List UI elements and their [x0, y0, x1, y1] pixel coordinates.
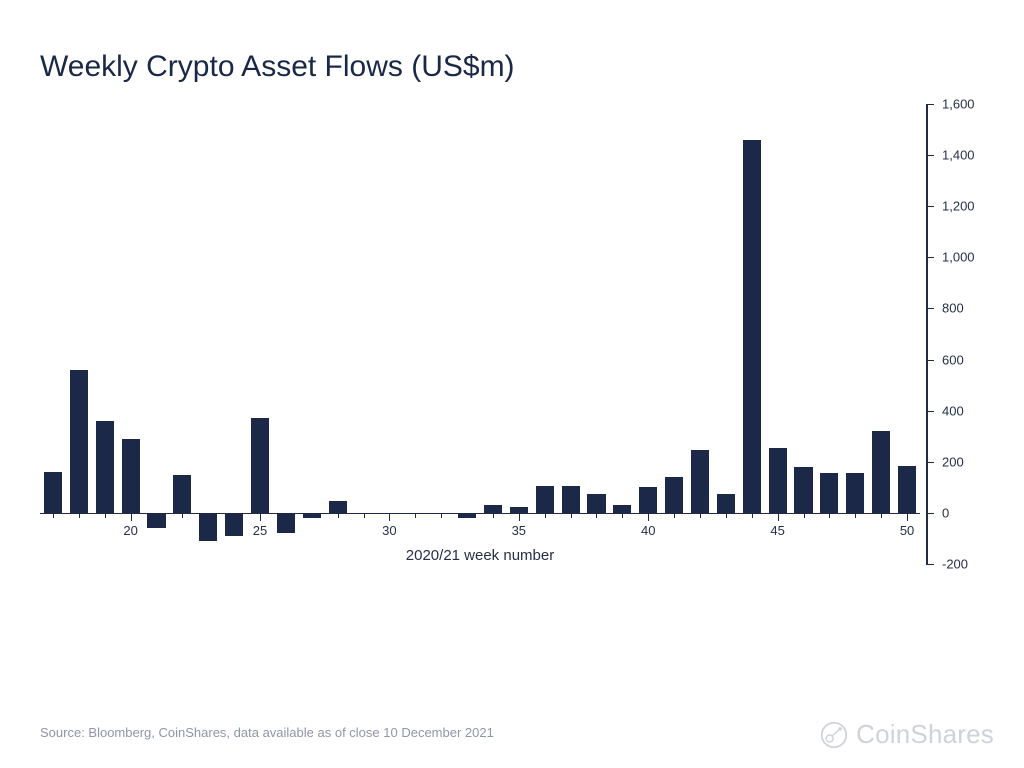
x-tick-label: 35: [512, 523, 526, 538]
bar: [251, 418, 269, 513]
x-tick-label: 20: [123, 523, 137, 538]
bar: [484, 505, 502, 513]
bar: [44, 472, 62, 513]
chart-title: Weekly Crypto Asset Flows (US$m): [40, 50, 984, 84]
x-tick-label: 25: [253, 523, 267, 538]
y-tick-label: 1,600: [942, 97, 975, 112]
bar: [639, 487, 657, 513]
y-tick-label: 1,200: [942, 199, 975, 214]
coinshares-logo-text: CoinShares: [856, 719, 994, 750]
bar: [536, 486, 554, 513]
bar: [562, 486, 580, 513]
bar: [794, 467, 812, 513]
x-axis: 20 25 30 35 40 45 50: [40, 513, 920, 543]
coinshares-icon: [820, 721, 848, 749]
y-tick-label: 400: [942, 403, 964, 418]
bar: [743, 140, 761, 513]
source-text: Source: Bloomberg, CoinShares, data avai…: [40, 725, 494, 740]
bar: [665, 477, 683, 513]
bar: [820, 473, 838, 513]
bar: [96, 421, 114, 513]
bar: [587, 494, 605, 513]
y-tick-label: 1,000: [942, 250, 975, 265]
x-tick-label: 45: [770, 523, 784, 538]
bar: [872, 431, 890, 513]
y-axis: -20002004006008001,0001,2001,4001,600: [926, 104, 984, 564]
y-tick-label: -200: [942, 557, 968, 572]
chart-area: -20002004006008001,0001,2001,4001,600 20…: [40, 104, 984, 624]
x-tick-label: 50: [900, 523, 914, 538]
x-tick-label: 30: [382, 523, 396, 538]
y-tick-label: 800: [942, 301, 964, 316]
y-tick-label: 600: [942, 352, 964, 367]
x-tick-label: 40: [641, 523, 655, 538]
y-tick-label: 1,400: [942, 148, 975, 163]
bar: [613, 505, 631, 513]
bar: [70, 370, 88, 513]
bar: [846, 473, 864, 513]
bar: [898, 466, 916, 513]
bar: [122, 439, 140, 513]
bar: [173, 475, 191, 513]
x-axis-title: 2020/21 week number: [40, 547, 920, 564]
bar: [769, 448, 787, 513]
coinshares-logo: CoinShares: [820, 719, 994, 750]
bar: [691, 450, 709, 513]
bar: [717, 494, 735, 513]
y-tick-label: 0: [942, 505, 949, 520]
y-tick-label: 200: [942, 454, 964, 469]
bar: [329, 501, 347, 513]
